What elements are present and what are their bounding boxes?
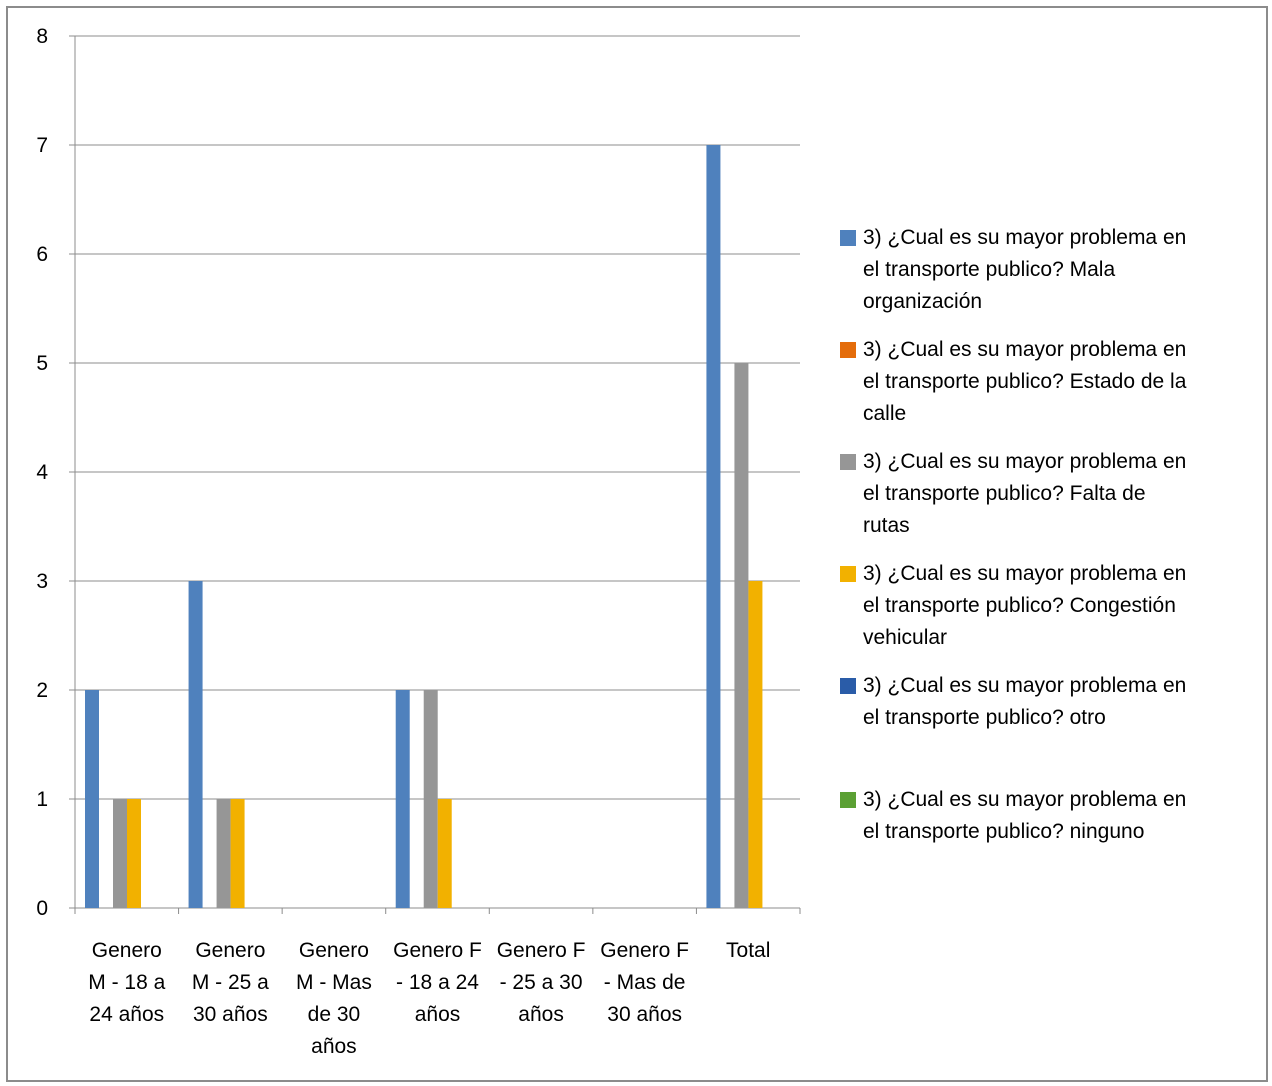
bar-series-4-cat-2: [230, 799, 245, 908]
legend-label-line: 3) ¿Cual es su mayor problema en: [863, 562, 1187, 585]
bar-series-3-cat-4: [423, 690, 438, 908]
y-tick-label: 6: [36, 243, 48, 266]
y-tick-label: 8: [36, 25, 48, 48]
legend-label-line: 3) ¿Cual es su mayor problema en: [863, 226, 1187, 249]
y-tick-label: 2: [36, 679, 48, 702]
bar-series-4-cat-7: [748, 581, 763, 908]
x-tick-label: Genero F- 18 a 24 años: [393, 939, 482, 1026]
legend-label-line: el transporte publico? Mala: [863, 258, 1116, 281]
legend-swatch: [840, 454, 856, 470]
legend-label: 3) ¿Cual es su mayor problema en el trans…: [863, 558, 1243, 654]
legend-label-line: el transporte publico? otro: [863, 706, 1106, 729]
bar-series-3-cat-1: [113, 799, 127, 908]
x-tick-label: Genero M - 18 a 24 años: [88, 939, 165, 1026]
legend-label-line: el transporte publico? Falta de: [863, 482, 1146, 505]
legend-label-line: el transporte publico? Estado de la: [863, 370, 1187, 393]
y-tick-label: 7: [36, 134, 48, 157]
legend-swatch: [840, 678, 856, 694]
x-tick-label: Genero M - Mas de 30 años: [296, 939, 372, 1058]
bars: [85, 145, 763, 908]
gridlines: [75, 35, 800, 800]
legend-label-line: 3) ¿Cual es su mayor problema en: [863, 788, 1187, 811]
y-axis-tick-labels: 0 1 2 3 4 5 6 7 8: [36, 25, 48, 920]
legend-label: 3) ¿Cual es su mayor problema en el trans…: [863, 446, 1243, 542]
x-tick-label: Genero F- 25 a 30 años: [497, 939, 586, 1026]
bar-series-1-cat-7: [706, 145, 721, 908]
x-tick-label: Genero F- Mas de 30 años: [600, 939, 689, 1026]
legend-swatch: [840, 230, 856, 246]
legend-label-line: el transporte publico? Congestión: [863, 594, 1176, 617]
bar-series-3-cat-2: [216, 799, 231, 908]
y-tick-label: 5: [36, 352, 48, 375]
legend-label-line: 3) ¿Cual es su mayor problema en: [863, 450, 1187, 473]
bar-series-3-cat-7: [734, 363, 749, 908]
legend-label: 3) ¿Cual es su mayor problema en el trans…: [863, 670, 1243, 734]
x-axis-tick-labels: Genero M - 18 a 24 años Genero M - 25 a 30 añ…: [88, 939, 770, 1058]
legend-label: 3) ¿Cual es su mayor problema en el trans…: [863, 784, 1243, 848]
legend-label-line: 3) ¿Cual es su mayor problema en: [863, 674, 1187, 697]
legend-label-line: el transporte publico? ninguno: [863, 820, 1145, 843]
y-tick-label: 4: [36, 461, 48, 484]
bar-series-1-cat-4: [395, 690, 410, 908]
bar-series-1-cat-2: [188, 581, 203, 908]
legend-label-line: rutas: [863, 514, 910, 537]
legend-label-line: vehicular: [863, 626, 948, 649]
legend-label-line: calle: [863, 402, 907, 425]
x-tick-label: Total: [726, 939, 770, 962]
legend-swatch: [840, 566, 856, 582]
y-tick-label: 0: [36, 897, 48, 920]
x-tick-label: Genero M - 25 a 30 años: [192, 939, 269, 1026]
bar-series-1-cat-1: [85, 690, 99, 908]
legend-label: 3) ¿Cual es su mayor problema en el trans…: [863, 334, 1243, 430]
legend-swatch: [840, 792, 856, 808]
y-tick-label: 3: [36, 570, 48, 593]
bar-series-4-cat-1: [127, 799, 141, 908]
legend-swatch: [840, 342, 856, 358]
y-tick-label: 1: [36, 788, 48, 811]
bar-series-4-cat-4: [437, 799, 452, 908]
chart-frame: [6, 6, 1268, 1082]
legend-label-line: organización: [863, 290, 983, 313]
legend-label-line: 3) ¿Cual es su mayor problema en: [863, 338, 1187, 361]
legend-label: 3) ¿Cual es su mayor problema en el trans…: [863, 222, 1243, 318]
